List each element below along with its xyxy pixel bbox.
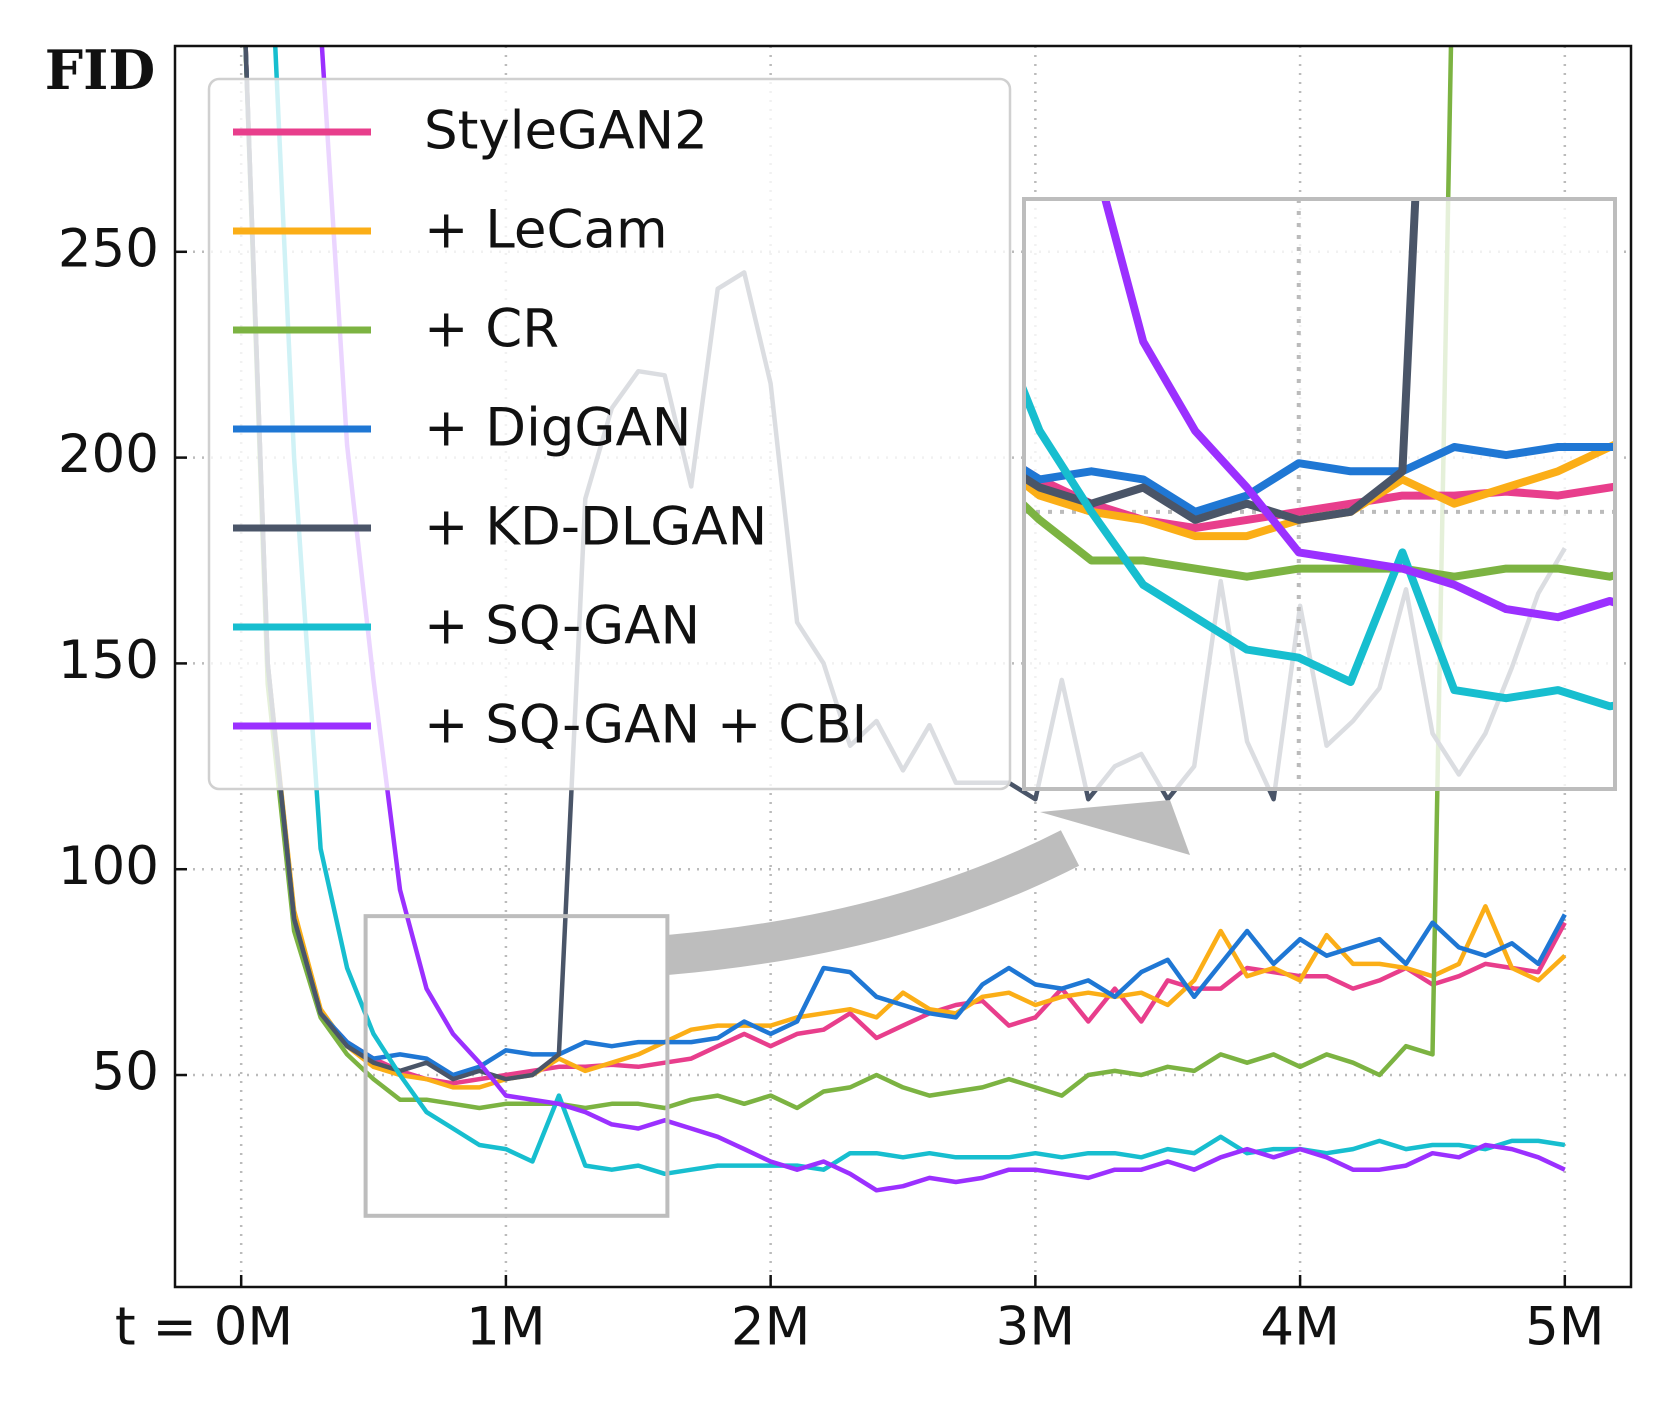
inset [1024,199,1615,789]
x-tick-label: 4M [1260,1297,1339,1358]
zoom-region [363,914,670,1218]
x-tick-label: 3M [996,1297,1075,1358]
series-line [243,46,1454,1111]
plot-area [243,46,1567,1193]
inset-series-line [1101,199,1615,622]
y-tick-label: 150 [58,630,159,691]
x-tick-label: 1M [466,1297,545,1358]
legend-label: StyleGAN2 [424,101,708,162]
series-line [243,46,1567,1078]
inset-series-line [1024,499,1615,581]
legend-label: + DigGAN [424,398,691,459]
inset-series-line [1024,199,1420,524]
x-tick-label: t = 0M [115,1297,293,1358]
inset-series-line [1024,440,1615,541]
zoom-arrow-head [1040,800,1190,855]
legend-label: + CR [424,299,559,360]
y-tick-label: 200 [58,424,159,485]
series-line [243,46,1567,1086]
legend-label: + LeCam [424,200,668,261]
overlay: StyleGAN2 + LeCam + CR + DigGAN + KD-DLGAN + … [207,77,1617,1218]
inset-series-line [1024,443,1615,516]
x-tick-label: 2M [731,1297,810,1358]
inset-series-line [1024,464,1615,532]
inset-frame [1022,197,1617,791]
y-axis-label: FID [45,38,155,102]
legend-box [207,77,1012,791]
inset-series-line [1024,381,1615,711]
legend-label: + SQ-GAN + CBI [424,695,867,756]
series-line [319,46,1566,1193]
plot-frame [173,44,1633,1289]
series-line [243,46,1567,1090]
y-tick-label: 100 [58,836,159,897]
zoom-arrow [665,830,1080,975]
y-tick-label: 50 [92,1042,159,1103]
series-line [272,46,1566,1177]
legend-label: + SQ-GAN [424,596,700,657]
y-tick-label: 250 [58,218,159,279]
legend-label: + KD-DLGAN [424,497,767,558]
x-tick-label: 5M [1525,1297,1604,1358]
